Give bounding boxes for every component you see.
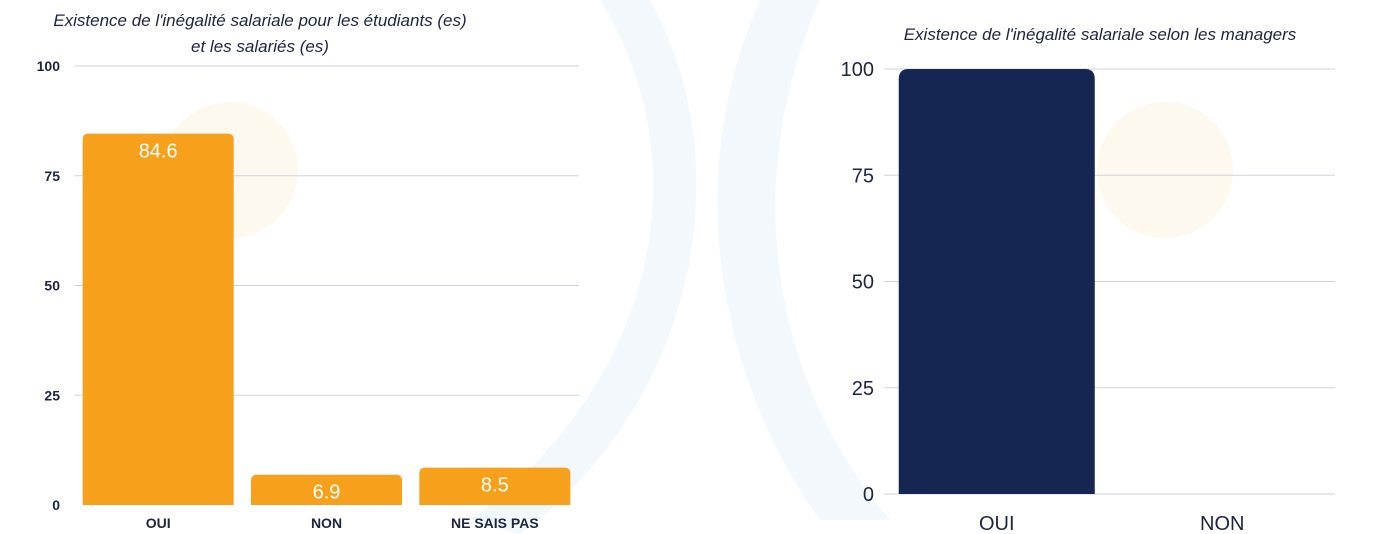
chart-1-category-label: NON (311, 515, 342, 531)
chart-2-category-label: NON (1200, 513, 1244, 534)
chart-2-y-tick-label: 50 (852, 272, 874, 294)
chart-1-category-label: OUI (146, 515, 171, 531)
chart-1-title-line-2: et les salariés (es) (191, 37, 329, 56)
chart-1-y-tick-label: 0 (52, 497, 60, 513)
chart-1-bar (82, 133, 234, 505)
chart-2-y-tick-label: 25 (852, 378, 874, 400)
background-arc-right (717, 0, 890, 520)
chart-1-y-tick-label: 50 (44, 278, 60, 294)
chart-2-y-tick-label: 100 (841, 59, 874, 81)
background-circle-right (1097, 102, 1233, 238)
chart-1-y-tick-label: 100 (37, 58, 61, 74)
chart-1-data-label: 8.5 (481, 475, 509, 497)
chart-1-title: Existence de l'inégalité salariale pour … (0, 8, 520, 60)
chart-2-bar (898, 69, 1095, 494)
chart-1-y-tick-label: 75 (44, 168, 60, 184)
chart-1-bar (419, 467, 571, 505)
chart-1-bar (251, 474, 402, 505)
chart-1-category-label: NE SAIS PAS (451, 515, 539, 531)
background-arc-left (470, 0, 697, 534)
chart-1-plot: 0 25 50 75 100 84.6 OUI 6.9 NON 8.5 NE SAIS PAS (37, 58, 579, 531)
chart-2-y-tick-label: 75 (852, 165, 874, 187)
chart-1-data-label: 84.6 (139, 141, 178, 163)
chart-2-title: Existence de l'inégalité salariale selon… (903, 25, 1297, 44)
chart-2-y-tick-label: 0 (863, 484, 874, 506)
chart-1-y-tick-label: 25 (44, 387, 60, 403)
chart-2-category-label: OUI (979, 513, 1015, 534)
chart-1-title-line-1: Existence de l'inégalité salariale pour … (53, 11, 467, 30)
chart-1-data-label: 6.9 (313, 482, 341, 504)
